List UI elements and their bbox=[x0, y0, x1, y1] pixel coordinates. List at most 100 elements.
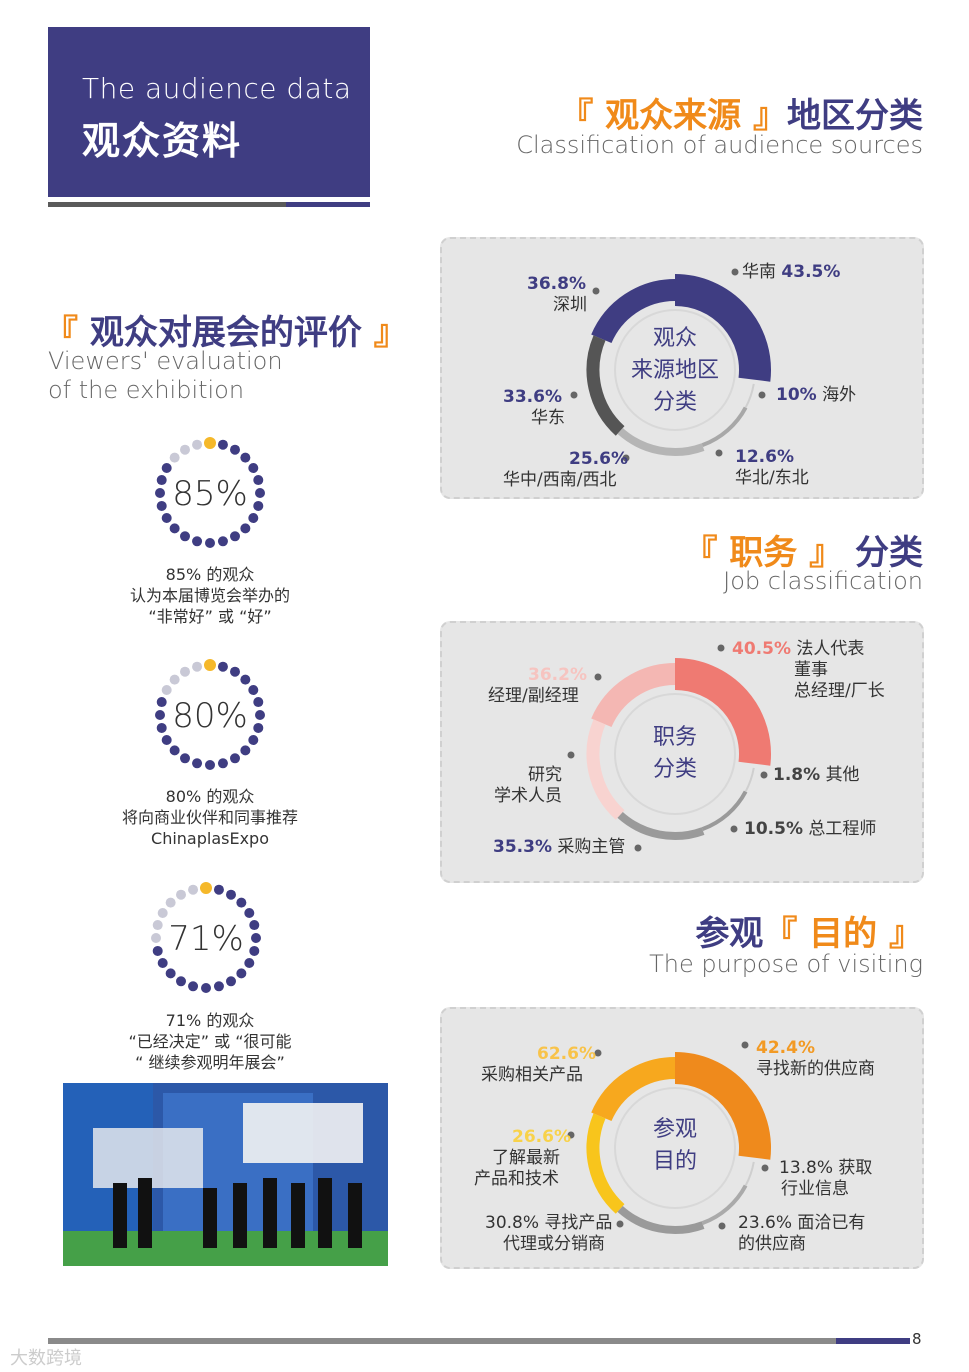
ring-dot-71-12 bbox=[201, 983, 211, 993]
source-title-en: Classification of audience sources bbox=[516, 131, 923, 159]
label-learn: 26.6% 了解最新 产品和技术 bbox=[474, 1127, 571, 1189]
footer-bar bbox=[48, 1338, 836, 1344]
header-cn-title: 观众资料 bbox=[82, 119, 243, 163]
ring-dot-85-1 bbox=[217, 439, 228, 450]
arc-info bbox=[744, 1161, 755, 1187]
arc-agent bbox=[617, 1205, 705, 1234]
ring-dot-85-19 bbox=[156, 475, 167, 486]
label-research: 研究 学术人员 bbox=[494, 765, 562, 806]
label-legal: 40.5% 法人代表 董事 总经理/厂长 bbox=[732, 639, 885, 701]
dot-haiwai bbox=[758, 391, 766, 399]
arc-learn bbox=[586, 1113, 625, 1214]
ring-dot-85-17 bbox=[156, 500, 167, 511]
ring-dot-85-18 bbox=[155, 488, 165, 498]
label-meet: 23.6% 面洽已有 的供应商 bbox=[738, 1213, 866, 1254]
label-manager: 36.2% 经理/副经理 bbox=[488, 665, 587, 706]
purpose-title-en: The purpose of visiting bbox=[649, 950, 923, 978]
arc-newsup bbox=[674, 1052, 771, 1160]
job-donut bbox=[567, 644, 771, 852]
ring-dot-71-2 bbox=[226, 889, 236, 900]
ring-dot-71-9 bbox=[236, 968, 247, 979]
ring-dot-85-11 bbox=[217, 536, 228, 547]
ring-dot-71-6 bbox=[251, 933, 261, 943]
arc-huazhong bbox=[617, 427, 705, 456]
ring-caption-80: 80% 的观众 将向商业伙伴和同事推荐 ChinaplasExpo bbox=[121, 787, 298, 848]
arc-huabei bbox=[701, 406, 748, 448]
label-shenzhen: 36.8% 深圳 bbox=[527, 274, 587, 315]
ring-dot-85-13 bbox=[192, 536, 203, 547]
label-newsup: 42.4% 寻找新的供应商 bbox=[756, 1038, 875, 1079]
label-purchase: 35.3% 采购主管 bbox=[493, 837, 626, 857]
ring-value-80: 80% bbox=[172, 696, 248, 736]
ring-dot-85-14 bbox=[180, 531, 190, 542]
purpose-donut bbox=[567, 1041, 771, 1234]
header-underline-accent bbox=[286, 202, 370, 207]
ring-dot-80-1 bbox=[217, 661, 228, 672]
ring-dot-80-22 bbox=[180, 666, 190, 677]
dot-other bbox=[760, 771, 768, 779]
ring-dot-80-13 bbox=[192, 758, 203, 769]
ring-dot-80-17 bbox=[156, 722, 167, 733]
ring-dot-85-9 bbox=[240, 523, 251, 534]
header-box bbox=[48, 27, 370, 197]
ring-value-85: 85% bbox=[172, 474, 248, 514]
arc-haiwai bbox=[744, 383, 755, 409]
ring-dot-85-8 bbox=[248, 513, 259, 523]
arc-shenzhen bbox=[591, 279, 676, 344]
purpose-title-cn: 参观『 目的 』 bbox=[695, 914, 923, 954]
ring-dot-80-9 bbox=[240, 745, 251, 756]
dot-meet bbox=[718, 1222, 726, 1230]
ring-value-71: 71% bbox=[168, 919, 244, 959]
source-center-label: 观众 来源地区 分类 bbox=[630, 326, 719, 415]
purpose-inner-ring bbox=[614, 1087, 736, 1209]
dot-purchase bbox=[634, 844, 642, 852]
label-haiwai: 10% 海外 bbox=[776, 385, 857, 405]
ring-dot-71-10 bbox=[226, 976, 236, 987]
arc-engineer bbox=[701, 790, 748, 832]
ring-dot-85-21 bbox=[169, 452, 180, 463]
exhibition-photo bbox=[63, 1083, 388, 1266]
ring-dot-71-1 bbox=[213, 884, 224, 895]
ring-dot-71-23 bbox=[188, 884, 199, 895]
dot-learn bbox=[567, 1131, 575, 1139]
evaluation-title-en-2: of the exhibition bbox=[48, 376, 245, 404]
ring-dot-80-4 bbox=[248, 685, 259, 695]
ring-dot-80-15 bbox=[169, 745, 180, 756]
arc-other bbox=[744, 767, 755, 793]
ring-dot-71-19 bbox=[152, 920, 163, 931]
header-en-title: The audience data bbox=[82, 72, 352, 105]
arc-huanan bbox=[674, 274, 771, 382]
ring-dot-80-0 bbox=[204, 659, 216, 671]
ring-dot-85-7 bbox=[253, 500, 264, 511]
ring-dot-80-21 bbox=[169, 674, 180, 685]
ring-caption-71: 71% 的观众 “已经决定” 或 “很可能 “ 继续参观明年展会” bbox=[128, 1011, 292, 1072]
arc-purchase bbox=[617, 811, 705, 840]
dot-legal bbox=[717, 644, 725, 652]
page-number: 8 bbox=[912, 1330, 922, 1348]
job-title-cn: 『 职务 』 分类 bbox=[683, 533, 923, 573]
label-huanan: 华南 43.5% bbox=[742, 262, 841, 282]
ring-dot-71-14 bbox=[176, 976, 186, 987]
ring-dot-71-15 bbox=[165, 968, 176, 979]
label-buy: 62.6% 采购相关产品 bbox=[481, 1044, 596, 1085]
ring-dot-80-12 bbox=[205, 760, 215, 770]
ring-dot-71-13 bbox=[188, 981, 199, 992]
dot-huanan bbox=[731, 268, 739, 276]
ring-dot-80-6 bbox=[255, 710, 265, 720]
dot-newsup bbox=[741, 1041, 749, 1049]
source-title-cn: 『 观众来源 』地区分类 bbox=[559, 96, 923, 136]
dot-ring-71 bbox=[151, 882, 261, 993]
ring-dot-85-20 bbox=[161, 463, 172, 473]
dot-ring-85 bbox=[155, 437, 265, 548]
dot-huadong bbox=[570, 391, 578, 399]
dot-huabei bbox=[715, 449, 723, 457]
ring-dot-80-14 bbox=[180, 753, 190, 764]
ring-dot-71-16 bbox=[157, 958, 168, 968]
label-engineer: 10.5% 总工程师 bbox=[744, 819, 877, 839]
evaluation-title-en-1: Viewers' evaluation bbox=[48, 347, 283, 375]
ring-dot-85-4 bbox=[248, 463, 259, 473]
ring-dot-71-0 bbox=[200, 882, 212, 894]
ring-dot-80-3 bbox=[240, 674, 251, 685]
dot-huazhong bbox=[622, 454, 630, 462]
label-huadong: 33.6% 华东 bbox=[503, 387, 565, 428]
